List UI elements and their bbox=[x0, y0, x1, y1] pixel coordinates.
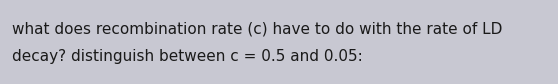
Text: what does recombination rate (c) have to do with the rate of LD: what does recombination rate (c) have to… bbox=[12, 22, 502, 37]
Text: decay? distinguish between c = 0.5 and 0.05:: decay? distinguish between c = 0.5 and 0… bbox=[12, 49, 363, 64]
